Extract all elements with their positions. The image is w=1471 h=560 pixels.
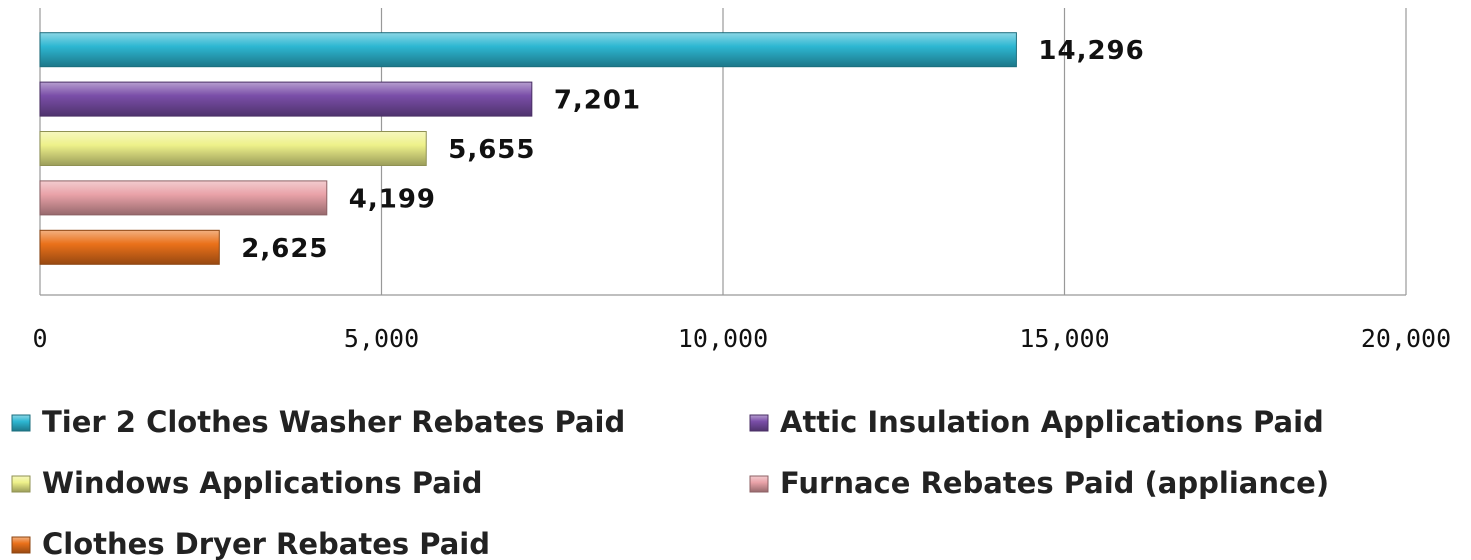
legend-marker — [11, 475, 31, 493]
data-label: 5,655 — [448, 135, 535, 165]
x-tick-label: 10,000 — [678, 324, 768, 353]
legend-label: Furnace Rebates Paid (appliance) — [780, 466, 1329, 500]
x-tick-label: 15,000 — [1019, 324, 1109, 353]
x-tick-label: 0 — [32, 324, 47, 353]
bar — [39, 32, 1017, 68]
legend-label: Clothes Dryer Rebates Paid — [42, 527, 490, 560]
data-label: 14,296 — [1038, 36, 1144, 66]
legend-label: Attic Insulation Applications Paid — [780, 405, 1324, 439]
bar — [39, 131, 427, 166]
bar — [39, 180, 328, 216]
bar — [39, 81, 533, 117]
legend-marker — [11, 414, 31, 432]
legend-marker — [11, 536, 31, 554]
data-label: 4,199 — [349, 184, 436, 214]
legend-label: Tier 2 Clothes Washer Rebates Paid — [42, 405, 625, 439]
x-tick-label: 5,000 — [344, 324, 419, 353]
legend-marker — [749, 475, 769, 493]
data-label: 2,625 — [241, 234, 328, 264]
legend-label: Windows Applications Paid — [42, 466, 482, 500]
x-tick-label: 20,000 — [1361, 324, 1451, 353]
bar — [39, 229, 220, 265]
legend-marker — [749, 414, 769, 432]
data-label: 7,201 — [554, 86, 641, 116]
